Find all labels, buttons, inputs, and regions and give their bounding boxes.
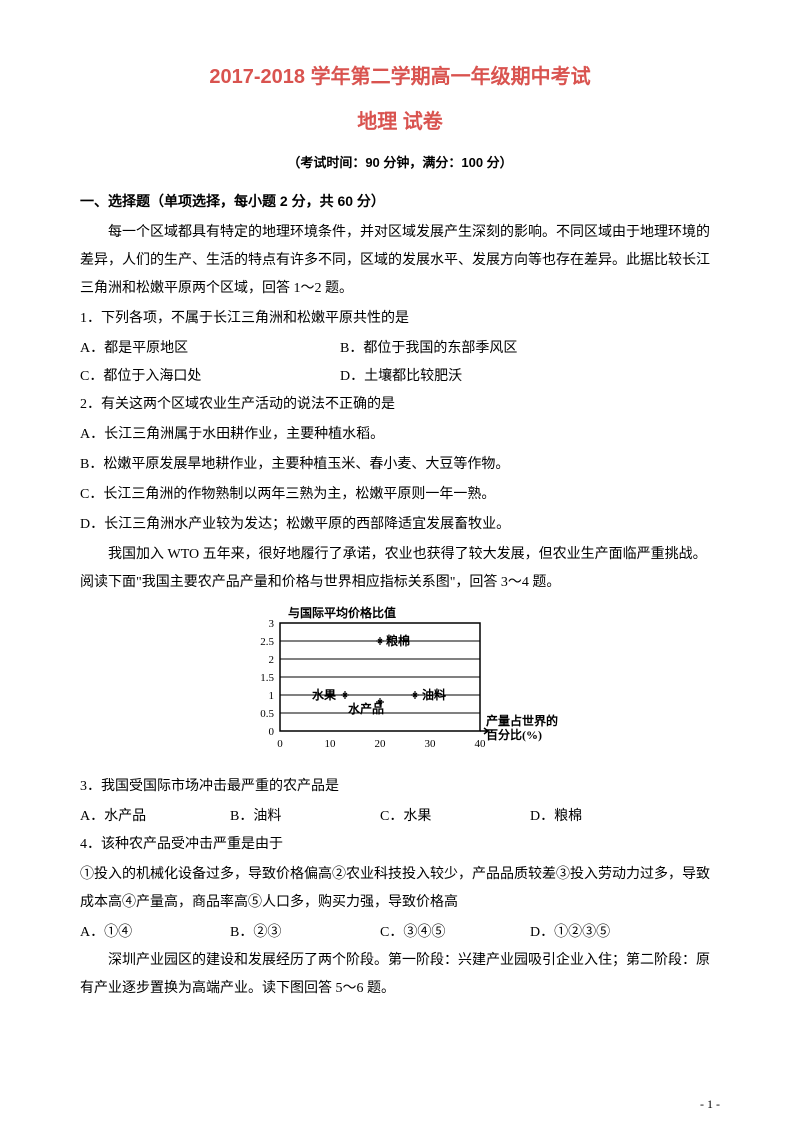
svg-text:水果: 水果 bbox=[312, 687, 336, 702]
q4-line1: ①投入的机械化设备过多，导致价格偏高②农业科技投入较少，产品品质较差③投入劳动力… bbox=[80, 861, 720, 917]
q4-options: A．①④ B．②③ C．③④⑤ D．①②③⑤ bbox=[80, 919, 720, 947]
q3-option-a: A．水产品 bbox=[80, 803, 230, 831]
svg-text:2.5: 2.5 bbox=[260, 636, 274, 648]
chart-svg: 与国际平均价格比值 0 0.5 1 1.5 2 2.5 3 0 10 20 30… bbox=[230, 605, 570, 765]
q2-option-a: A．长江三角洲属于水田耕作业，主要种植水稻。 bbox=[80, 421, 720, 449]
q4-option-d: D．①②③⑤ bbox=[530, 919, 680, 947]
point-shuichanpin: 水产品 bbox=[348, 698, 384, 716]
point-youliao: 油料 bbox=[411, 687, 446, 702]
svg-text:0: 0 bbox=[277, 738, 283, 750]
svg-text:0: 0 bbox=[269, 726, 275, 738]
q1-options-row2: C．都位于入海口处 D．土壤都比较肥沃 bbox=[80, 363, 720, 391]
chart-container: 与国际平均价格比值 0 0.5 1 1.5 2 2.5 3 0 10 20 30… bbox=[80, 605, 720, 765]
svg-text:1.5: 1.5 bbox=[260, 672, 274, 684]
q3-options: A．水产品 B．油料 C．水果 D．粮棉 bbox=[80, 803, 720, 831]
svg-text:油料: 油料 bbox=[422, 687, 446, 702]
svg-text:粮棉: 粮棉 bbox=[386, 633, 410, 648]
intro-paragraph: 每一个区域都具有特定的地理环境条件，并对区域发展产生深刻的影响。不同区域由于地理… bbox=[80, 219, 720, 303]
q3-text: 3．我国受国际市场冲击最严重的农产品是 bbox=[80, 773, 720, 801]
svg-text:10: 10 bbox=[325, 738, 337, 750]
paragraph-3: 深圳产业园区的建设和发展经历了两个阶段。第一阶段：兴建产业园吸引企业入住；第二阶… bbox=[80, 947, 720, 1003]
point-shuiguo: 水果 bbox=[312, 687, 349, 702]
q2-option-d: D．长江三角洲水产业较为发达；松嫩平原的西部降适宜发展畜牧业。 bbox=[80, 511, 720, 539]
svg-text:水产品: 水产品 bbox=[348, 701, 384, 716]
paragraph-2: 我国加入 WTO 五年来，很好地履行了承诺，农业也获得了较大发展，但农业生产面临… bbox=[80, 541, 720, 597]
q3-option-b: B．油料 bbox=[230, 803, 380, 831]
chart-x-ticks: 0 10 20 30 40 bbox=[277, 738, 486, 750]
q1-option-a: A．都是平原地区 bbox=[80, 335, 340, 363]
q1-option-b: B．都位于我国的东部季风区 bbox=[340, 335, 620, 363]
main-title: 2017-2018 学年第二学期高一年级期中考试 bbox=[80, 60, 720, 89]
q1-option-c: C．都位于入海口处 bbox=[80, 363, 340, 391]
page-number: - 1 - bbox=[700, 1097, 720, 1112]
q4-option-b: B．②③ bbox=[230, 919, 380, 947]
q2-text: 2．有关这两个区域农业生产活动的说法不正确的是 bbox=[80, 391, 720, 419]
q4-text: 4．该种农产品受冲击严重是由于 bbox=[80, 831, 720, 859]
section-header: 一、选择题（单项选择，每小题 2 分，共 60 分） bbox=[80, 191, 720, 211]
q1-text: 1．下列各项，不属于长江三角洲和松嫩平原共性的是 bbox=[80, 305, 720, 333]
q1-options-row1: A．都是平原地区 B．都位于我国的东部季风区 bbox=[80, 335, 720, 363]
chart-x-label-1: 产量占世界的 bbox=[486, 713, 558, 728]
q3-option-c: C．水果 bbox=[380, 803, 530, 831]
svg-text:40: 40 bbox=[475, 738, 487, 750]
chart-y-ticks: 0 0.5 1 1.5 2 2.5 3 bbox=[260, 618, 480, 738]
sub-title: 地理 试卷 bbox=[80, 105, 720, 134]
exam-info: （考试时间：90 分钟，满分：100 分） bbox=[80, 152, 720, 171]
q1-option-d: D．土壤都比较肥沃 bbox=[340, 363, 620, 391]
svg-text:0.5: 0.5 bbox=[260, 708, 274, 720]
svg-text:1: 1 bbox=[269, 690, 275, 702]
q4-option-c: C．③④⑤ bbox=[380, 919, 530, 947]
q2-option-c: C．长江三角洲的作物熟制以两年三熟为主，松嫩平原则一年一熟。 bbox=[80, 481, 720, 509]
q4-option-a: A．①④ bbox=[80, 919, 230, 947]
chart-y-title: 与国际平均价格比值 bbox=[288, 605, 396, 620]
q3-option-d: D．粮棉 bbox=[530, 803, 680, 831]
svg-text:2: 2 bbox=[269, 654, 275, 666]
chart-x-label-2: 百分比(%) bbox=[486, 727, 542, 742]
svg-text:3: 3 bbox=[269, 618, 275, 630]
point-liangmian: 粮棉 bbox=[376, 633, 410, 648]
q2-option-b: B．松嫩平原发展旱地耕作业，主要种植玉米、春小麦、大豆等作物。 bbox=[80, 451, 720, 479]
svg-text:30: 30 bbox=[425, 738, 437, 750]
svg-text:20: 20 bbox=[375, 738, 387, 750]
